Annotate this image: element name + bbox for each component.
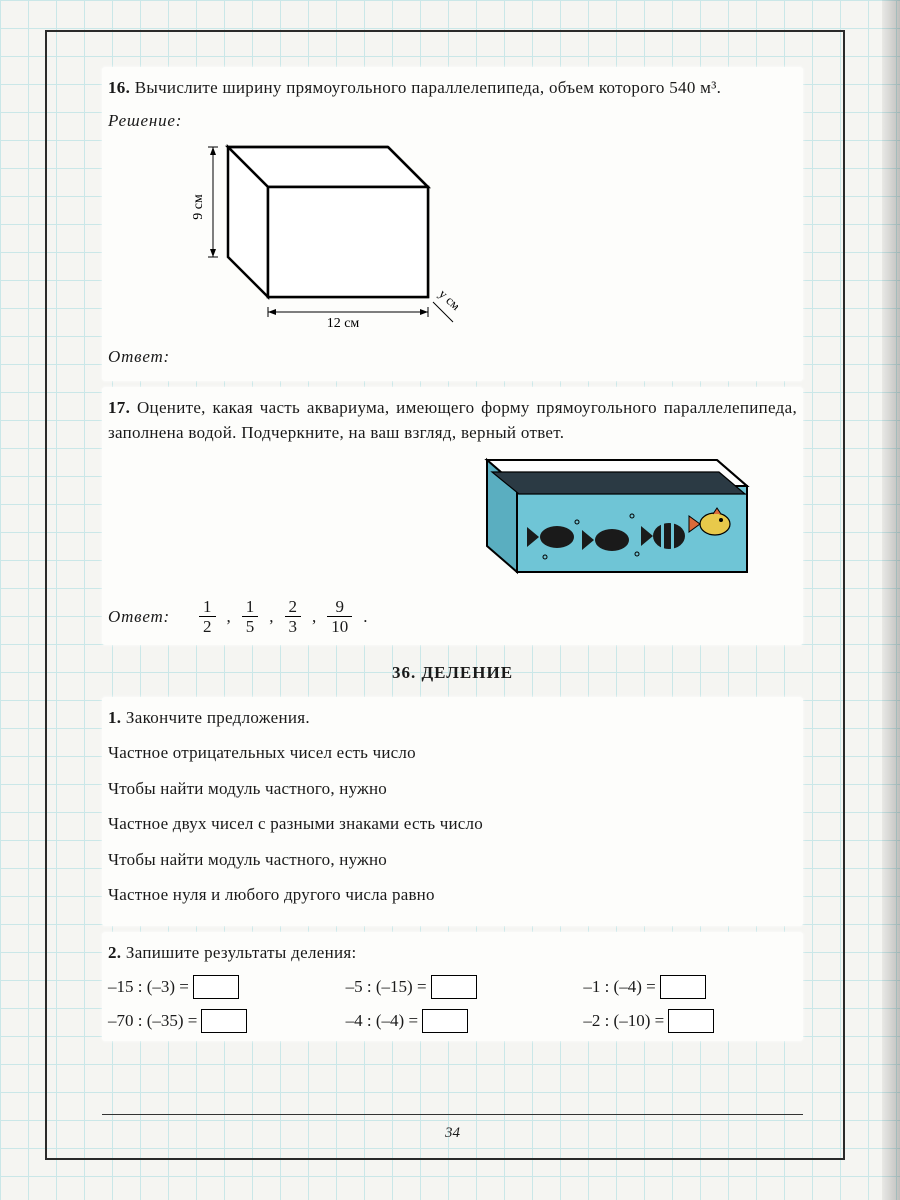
task-16-body: Вычислите ширину прямоугольного параллел… bbox=[135, 78, 721, 97]
division-item: –15 : (–3) = bbox=[108, 975, 322, 999]
division-item: –5 : (–15) = bbox=[346, 975, 560, 999]
answer-box[interactable] bbox=[431, 975, 477, 999]
fraction-option[interactable]: 15 bbox=[242, 597, 259, 637]
fraction-option[interactable]: 910 bbox=[327, 597, 352, 637]
answer-box[interactable] bbox=[422, 1009, 468, 1033]
book-spine-shadow bbox=[882, 0, 900, 1200]
division-grid: –15 : (–3) = –5 : (–15) = –1 : (–4) = –7… bbox=[108, 975, 797, 1033]
sentence-line: Частное нуля и любого другого числа равн… bbox=[108, 882, 797, 908]
task-16-number: 16. bbox=[108, 78, 130, 97]
cuboid-diagram: 12 см y см 9 см bbox=[158, 137, 458, 337]
task-17: 17. Оцените, какая часть аквариума, имею… bbox=[102, 387, 803, 645]
answer-box[interactable] bbox=[668, 1009, 714, 1033]
task-s2-prompt: 2. Запишите результаты деления: bbox=[108, 940, 797, 966]
sentence-line: Чтобы найти модуль частного, нужно bbox=[108, 776, 797, 802]
task-17-body: Оцените, какая часть аквариума, имеющего… bbox=[108, 398, 797, 443]
task-s2: 2. Запишите результаты деления: –15 : (–… bbox=[102, 932, 803, 1042]
sentence-line: Частное двух чисел с разными знаками ест… bbox=[108, 811, 797, 837]
task-17-number: 17. bbox=[108, 398, 130, 417]
dim-depth: y см bbox=[436, 286, 458, 313]
task-s1-prompt: 1. Закончите предложения. bbox=[108, 705, 797, 731]
sentence-line: Чтобы найти модуль частного, нужно bbox=[108, 847, 797, 873]
task-16: 16. Вычислите ширину прямоугольного пара… bbox=[102, 67, 803, 381]
division-item: –4 : (–4) = bbox=[346, 1009, 560, 1033]
sentence-line: Частное отрицательных чисел есть число bbox=[108, 740, 797, 766]
division-item: –70 : (–35) = bbox=[108, 1009, 322, 1033]
task-17-text: 17. Оцените, какая часть аквариума, имею… bbox=[108, 395, 797, 446]
answer-box[interactable] bbox=[201, 1009, 247, 1033]
solution-label: Решение: bbox=[108, 111, 797, 131]
page-number: 34 bbox=[102, 1112, 803, 1142]
dim-width: 12 см bbox=[327, 316, 360, 331]
answer-box[interactable] bbox=[660, 975, 706, 999]
fraction-option[interactable]: 12 bbox=[199, 597, 216, 637]
division-item: –2 : (–10) = bbox=[583, 1009, 797, 1033]
task-16-text: 16. Вычислите ширину прямоугольного пара… bbox=[108, 75, 797, 101]
answer-box[interactable] bbox=[193, 975, 239, 999]
fraction-option[interactable]: 23 bbox=[285, 597, 302, 637]
task-s1: 1. Закончите предложения. Частное отрица… bbox=[102, 697, 803, 926]
aquarium-diagram bbox=[457, 452, 757, 587]
section-title: 36. ДЕЛЕНИЕ bbox=[102, 663, 803, 683]
task-17-answer: Ответ: 12, 15, 23, 910. bbox=[108, 597, 797, 637]
answer-label-16: Ответ: bbox=[108, 347, 797, 367]
division-item: –1 : (–4) = bbox=[583, 975, 797, 999]
answer-label-17: Ответ: bbox=[108, 607, 170, 627]
page-frame: 16. Вычислите ширину прямоугольного пара… bbox=[45, 30, 845, 1160]
dim-height: 9 см bbox=[191, 194, 206, 220]
